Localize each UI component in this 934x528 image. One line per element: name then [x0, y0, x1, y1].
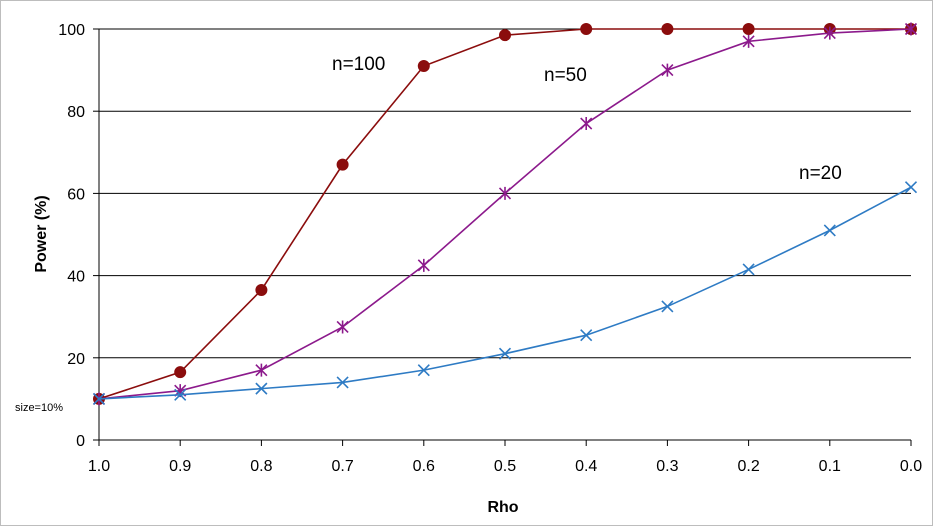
data-point: [661, 23, 674, 35]
data-point: [255, 382, 268, 395]
series-label-n20: n=20: [799, 163, 842, 184]
data-point: [498, 186, 512, 200]
x-tick-label: 0.1: [819, 458, 841, 475]
series-line: [98, 28, 911, 400]
x-tick-label: 0.5: [494, 458, 516, 475]
axes: 0 20 40 60 80 100 1.0 0.9 0.8 0.7 0.6 0.5 0.4 0.3 0.2 0…: [58, 22, 922, 475]
labels: Rho Power (%) size=10% n=100 n=50 n=20: [15, 54, 842, 516]
data-point: [498, 347, 512, 360]
x-tick-label: 0.3: [656, 458, 678, 475]
series-line: [98, 28, 912, 400]
series-line: [98, 186, 912, 400]
y-tick-label: 40: [67, 269, 85, 286]
data-point: [336, 376, 349, 389]
y-tick-label: 20: [67, 351, 85, 368]
x-axis-title: Rho: [487, 499, 518, 516]
x-tick-label: 0.6: [413, 458, 435, 475]
data-point: [580, 117, 593, 131]
size-annotation: size=10%: [15, 402, 63, 414]
x-tick-label: 0.7: [331, 458, 353, 475]
data-point: [417, 364, 430, 377]
data-point: [417, 59, 430, 72]
data-point: [92, 392, 106, 405]
x-tick-label: 0.8: [250, 458, 272, 475]
series-n-100: [93, 23, 917, 405]
data-point: [823, 224, 836, 237]
y-tick-label: 100: [58, 22, 85, 39]
series-n-50: [92, 22, 918, 406]
series-n-20: [92, 181, 918, 405]
data-point: [499, 29, 511, 42]
data-point: [336, 320, 349, 334]
data-point: [823, 26, 836, 40]
x-tick-label: 0.2: [737, 458, 759, 475]
data-point: [174, 366, 187, 379]
series-layer: [92, 22, 918, 406]
series-label-n100: n=100: [332, 54, 385, 75]
y-tick-label: 60: [67, 186, 85, 203]
data-point: [742, 263, 755, 276]
y-tick-label: 0: [76, 433, 85, 450]
x-tick-label: 0.9: [169, 458, 191, 475]
x-tick-label: 0.4: [575, 458, 597, 475]
x-tick-label: 0.0: [900, 458, 922, 475]
data-point: [255, 283, 268, 296]
data-point: [661, 300, 674, 313]
data-point: [174, 388, 187, 401]
data-point: [580, 329, 593, 342]
data-point: [255, 363, 268, 377]
data-point: [336, 158, 349, 171]
data-point: [417, 258, 430, 272]
y-tick-label: 80: [67, 104, 85, 121]
data-point: [742, 34, 755, 48]
series-label-n50: n=50: [544, 65, 587, 86]
data-point: [742, 23, 755, 35]
data-point: [580, 23, 593, 35]
y-axis-title: Power (%): [33, 195, 50, 272]
x-tick-label: 1.0: [88, 458, 110, 475]
data-point: [904, 181, 918, 194]
data-point: [661, 63, 674, 77]
data-point: [904, 22, 918, 36]
